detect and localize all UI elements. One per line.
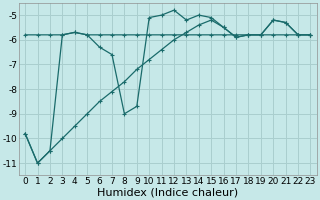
X-axis label: Humidex (Indice chaleur): Humidex (Indice chaleur): [97, 187, 238, 197]
